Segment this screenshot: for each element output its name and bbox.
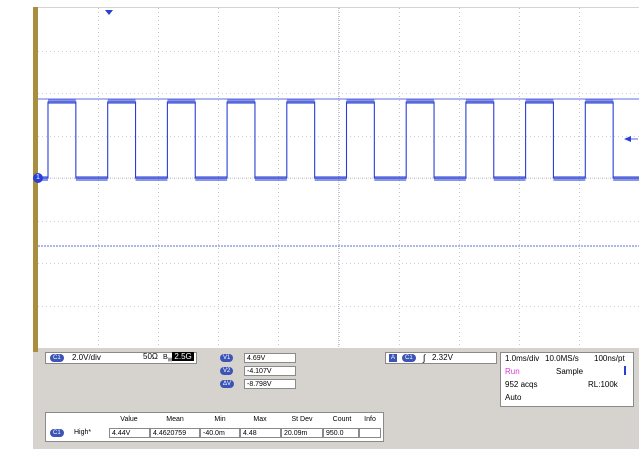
high-noise-band: [107, 99, 136, 104]
low-noise-band: [493, 176, 526, 181]
channel-ground-marker[interactable]: 1: [33, 173, 43, 183]
trigger-mode: Auto: [505, 393, 522, 402]
high-noise-band: [525, 99, 554, 104]
high-noise-band: [465, 99, 494, 104]
trigger-source-tag: A: [389, 354, 398, 362]
header-max: Max: [253, 416, 267, 423]
high-noise-band: [48, 99, 76, 104]
measurement-value: 4.44V: [109, 428, 150, 438]
measurement-type: High*: [74, 429, 92, 436]
cursor-v2-value: -4.107V: [244, 366, 296, 376]
waveform-svg: [38, 8, 639, 348]
low-noise-band: [135, 176, 168, 181]
acquisition-mode: Sample: [556, 367, 584, 376]
channel-scale-box[interactable]: C1 2.0V/div: [45, 352, 197, 364]
measurement-count: 950.0: [323, 428, 359, 438]
low-noise-band: [434, 176, 466, 181]
high-noise-band: [406, 99, 435, 104]
measurement-info: [359, 428, 381, 438]
timebase-scale: 1.0ms/div: [505, 354, 540, 363]
channel-impedance: 50Ω: [143, 352, 158, 361]
cursor-delta-value: -8.798V: [244, 379, 296, 389]
header-count: Count: [332, 416, 352, 423]
header-stdev: St Dev: [291, 416, 313, 423]
trigger-edge-icon: ∫: [423, 353, 426, 363]
bandwidth-indicator: BW 2.5G: [163, 352, 194, 364]
cursor-readout-panel: V1 4.69V V2 -4.107V ΔV -8.798V: [217, 352, 297, 391]
header-info: Info: [364, 416, 376, 423]
low-noise-band: [75, 176, 108, 181]
bandwidth-value: 2.5G: [172, 352, 194, 361]
high-noise-band: [346, 99, 375, 104]
high-noise-band: [167, 99, 196, 104]
high-noise-band: [286, 99, 315, 104]
trigger-level-marker: [624, 136, 631, 142]
cursor-delta-badge: ΔV: [220, 380, 235, 388]
cursor-row-v1[interactable]: V1 4.69V: [217, 352, 297, 364]
high-noise-band: [585, 99, 614, 104]
cursor-row-v2[interactable]: V2 -4.107V: [217, 365, 297, 377]
low-noise-band: [374, 176, 407, 181]
header-value: Value: [120, 416, 138, 423]
record-length: RL:100k: [588, 380, 618, 389]
run-state: Run: [505, 367, 520, 376]
waveform-display[interactable]: [38, 8, 639, 348]
low-noise-band: [38, 176, 48, 181]
cursor-v1-value: 4.69V: [244, 353, 296, 363]
time-resolution: 100ns/pt: [594, 354, 625, 363]
low-noise-band: [254, 176, 287, 181]
measurement-stdev: 20.09m: [281, 428, 323, 438]
channel-scale: 2.0V/div: [72, 353, 101, 362]
trigger-level: 2.32V: [432, 353, 453, 362]
measurement-max: 4.48: [240, 428, 281, 438]
bandwidth-sub: W: [167, 357, 173, 364]
header-min: Min: [214, 416, 226, 423]
bandwidth-prefix: B: [163, 354, 168, 361]
low-noise-band: [195, 176, 228, 181]
cursor-v1-badge: V1: [220, 354, 234, 362]
acquisition-count: 952 acqs: [505, 380, 538, 389]
sample-rate: 10.0MS/s: [545, 354, 579, 363]
measurement-min: -40.0m: [200, 428, 240, 438]
acquisition-indicator-icon: [624, 366, 626, 375]
low-noise-band: [553, 176, 586, 181]
trigger-box[interactable]: A C1 ∫ 2.32V: [385, 352, 497, 364]
cursor-row-delta[interactable]: ΔV -8.798V: [217, 378, 297, 390]
ground-marker-label: 1: [36, 174, 40, 181]
cursor-v2-badge: V2: [220, 367, 234, 375]
channel-badge: C1: [50, 354, 64, 362]
low-noise-band: [314, 176, 347, 181]
measurement-channel-badge: C1: [50, 429, 64, 437]
low-noise-band: [613, 176, 639, 181]
trigger-channel-badge: C1: [402, 354, 416, 362]
timebase-panel[interactable]: 1.0ms/div 10.0MS/s 100ns/pt Run Sample 9…: [500, 352, 634, 407]
measurement-mean: 4.4620759: [150, 428, 200, 438]
trigger-position-marker: [105, 10, 113, 15]
measurement-table[interactable]: Value Mean Min Max St Dev Count Info C1 …: [45, 412, 384, 442]
header-mean: Mean: [166, 416, 184, 423]
high-noise-band: [227, 99, 255, 104]
